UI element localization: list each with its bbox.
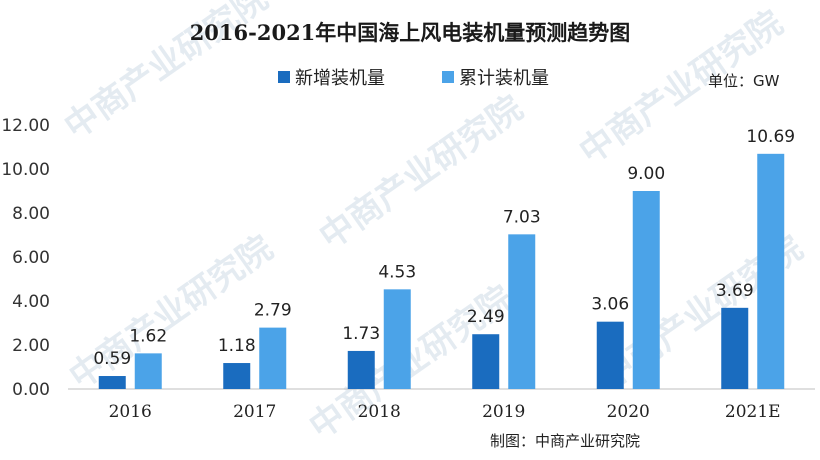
data-label-cumulative: 1.62 xyxy=(129,326,167,346)
data-label-cumulative: 9.00 xyxy=(627,164,665,184)
data-label-new: 3.06 xyxy=(591,295,629,315)
watermark-text: 中商产业研究院 xyxy=(312,88,530,257)
x-axis-categories: 2016 2017 2018 2019 2020 2021E xyxy=(109,402,781,422)
chart-title: 2016-2021年中国海上风电装机量预测趋势图 xyxy=(190,20,631,45)
data-label-cumulative: 7.03 xyxy=(503,207,541,227)
unit-label: 单位：GW xyxy=(708,72,780,90)
bar-cumulative-2019 xyxy=(508,234,536,389)
x-category-label: 2021E xyxy=(725,402,781,422)
y-tick-label: 0.00 xyxy=(12,380,50,400)
bar-new-2016 xyxy=(98,376,126,389)
x-category-label: 2018 xyxy=(358,402,401,422)
y-axis-ticks: 0.00 2.00 4.00 6.00 8.00 10.00 12.00 xyxy=(1,116,50,400)
y-tick-label: 10.00 xyxy=(1,160,50,180)
bar-new-2018 xyxy=(347,350,375,389)
data-labels: 0.59 1.62 1.18 2.79 1.73 4.53 2.49 7.03 3.06 9.00… xyxy=(93,127,795,369)
bar-cumulative-2017 xyxy=(259,327,287,389)
data-label-new: 2.49 xyxy=(467,307,505,327)
data-label-cumulative: 10.69 xyxy=(746,127,795,147)
legend-swatch-new xyxy=(278,71,290,83)
y-tick-label: 12.00 xyxy=(1,116,50,136)
bar-new-2021E xyxy=(721,307,749,389)
bar-cumulative-2020 xyxy=(632,191,660,389)
x-category-label: 2020 xyxy=(607,402,650,422)
bar-cumulative-2018 xyxy=(383,289,411,389)
y-tick-label: 4.00 xyxy=(12,292,50,312)
bar-new-2017 xyxy=(223,363,251,389)
data-label-cumulative: 4.53 xyxy=(378,262,416,282)
data-label-new: 3.69 xyxy=(716,281,754,301)
data-label-cumulative: 2.79 xyxy=(254,301,292,321)
bar-cumulative-2021E xyxy=(757,153,785,389)
legend: 新增装机量 累计装机量 xyxy=(278,68,549,89)
legend-swatch-cumulative xyxy=(442,71,454,83)
x-category-label: 2016 xyxy=(109,402,152,422)
source-label: 制图：中商产业研究院 xyxy=(490,432,640,450)
data-label-new: 0.59 xyxy=(93,349,131,369)
x-category-label: 2019 xyxy=(482,402,525,422)
bar-new-2019 xyxy=(472,334,500,389)
y-tick-label: 8.00 xyxy=(12,204,50,224)
y-tick-label: 2.00 xyxy=(12,336,50,356)
bar-new-2020 xyxy=(596,321,624,389)
bars xyxy=(98,153,785,389)
data-label-new: 1.18 xyxy=(218,336,256,356)
x-category-label: 2017 xyxy=(233,402,276,422)
y-tick-label: 6.00 xyxy=(12,248,50,268)
data-label-new: 1.73 xyxy=(342,324,380,344)
bar-cumulative-2016 xyxy=(134,353,162,389)
legend-label-cumulative: 累计装机量 xyxy=(459,68,549,89)
legend-label-new: 新增装机量 xyxy=(295,68,385,89)
